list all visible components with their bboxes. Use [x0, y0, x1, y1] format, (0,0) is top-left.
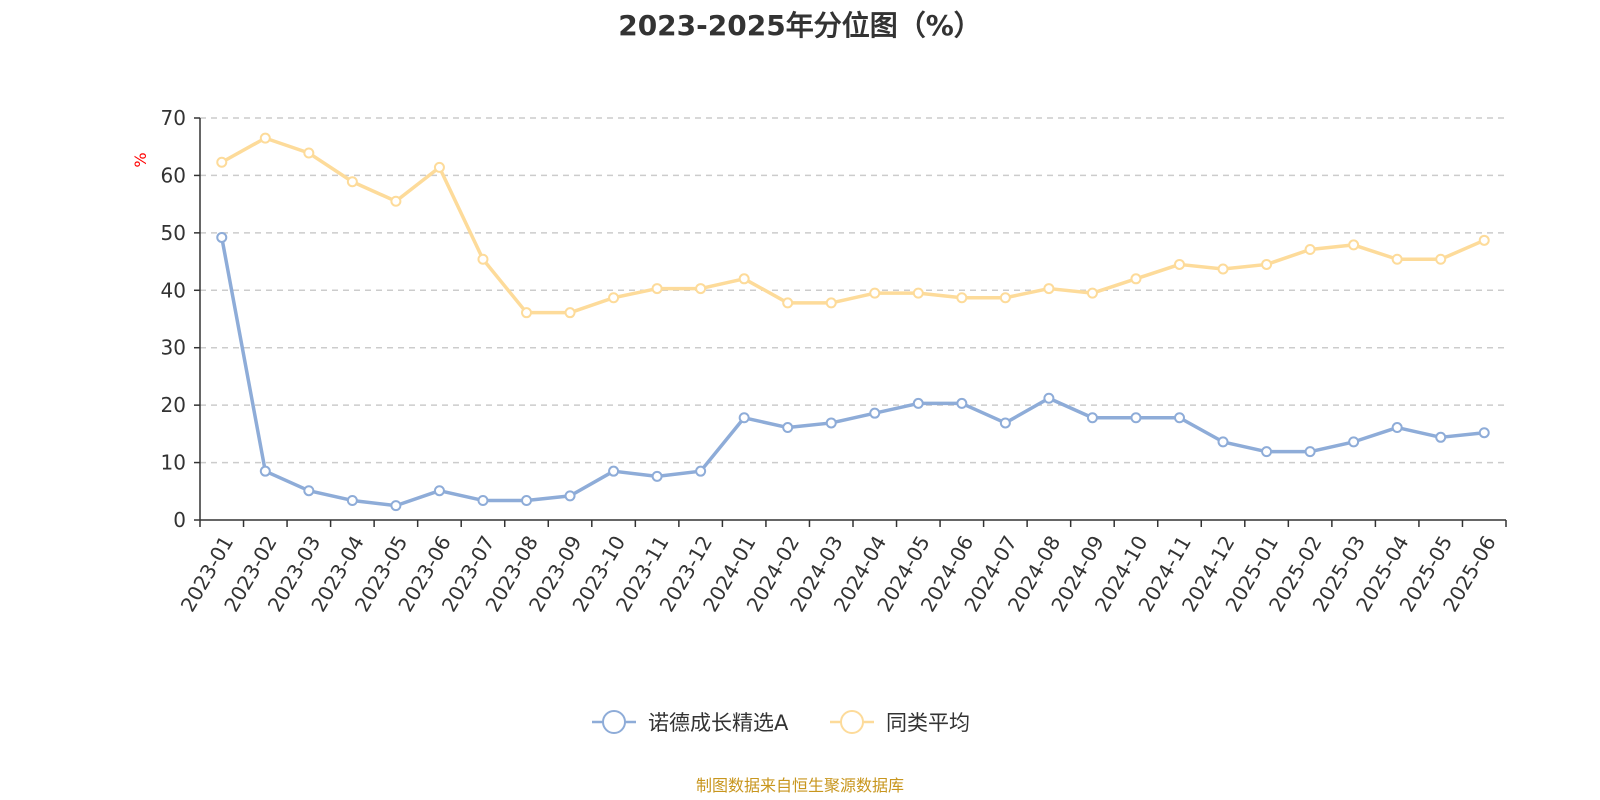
legend-label-2: 同类平均 — [886, 711, 970, 735]
y-tick-label-30: 30 — [161, 336, 186, 360]
data-point-s2-2025-02[interactable] — [1304, 244, 1316, 256]
data-point-s2-2023-05[interactable] — [390, 195, 402, 207]
chart-title: 2023-2025年分位图（%） — [618, 9, 982, 42]
y-tick-label-60: 60 — [161, 163, 186, 187]
data-point-s2-2023-08[interactable] — [521, 307, 532, 319]
data-point-s1-2023-04[interactable] — [346, 494, 358, 506]
series-line-1 — [220, 235, 1486, 508]
series-line-2 — [220, 136, 1486, 315]
data-point-s2-2023-01[interactable] — [216, 156, 228, 168]
data-point-s1-2025-01[interactable] — [1261, 446, 1273, 458]
data-point-s2-2023-04[interactable] — [346, 176, 358, 188]
y-axis-unit-label: % — [131, 152, 150, 167]
data-point-s1-2023-03[interactable] — [303, 485, 315, 497]
data-point-s2-2024-01[interactable] — [738, 273, 750, 285]
series-1 — [216, 231, 1490, 512]
data-point-s2-2025-05[interactable] — [1435, 253, 1447, 265]
data-point-s1-2023-07[interactable] — [477, 494, 489, 506]
data-point-s2-2024-10[interactable] — [1130, 273, 1142, 285]
data-point-s1-2023-08[interactable] — [521, 494, 532, 506]
y-tick-label-20: 20 — [161, 393, 186, 417]
data-point-s2-2024-08[interactable] — [1043, 283, 1055, 295]
data-point-s1-2025-06[interactable] — [1478, 427, 1490, 439]
data-point-s1-2024-04[interactable] — [869, 407, 881, 419]
data-point-s2-2025-03[interactable] — [1348, 239, 1360, 251]
data-point-s1-2023-12[interactable] — [695, 465, 707, 477]
data-point-s2-2024-07[interactable] — [999, 292, 1011, 304]
data-point-s2-2024-04[interactable] — [869, 287, 881, 299]
data-point-s2-2023-11[interactable] — [651, 283, 663, 295]
data-point-s1-2023-02[interactable] — [259, 465, 271, 477]
data-point-s2-2024-09[interactable] — [1086, 287, 1098, 299]
data-point-s1-2023-10[interactable] — [608, 465, 620, 477]
data-point-s1-2024-02[interactable] — [782, 422, 794, 434]
data-source-note: 制图数据来自恒生聚源数据库 — [696, 776, 904, 795]
data-point-s1-2024-08[interactable] — [1043, 392, 1055, 404]
data-point-s1-2023-11[interactable] — [651, 470, 663, 482]
data-point-s1-2024-06[interactable] — [956, 397, 968, 409]
data-point-s2-2024-11[interactable] — [1174, 258, 1185, 270]
series-lines — [216, 132, 1490, 512]
y-tick-label-0: 0 — [173, 508, 186, 532]
legend-item-series-2[interactable]: 同类平均 — [830, 710, 970, 735]
data-point-s1-2024-07[interactable] — [999, 417, 1011, 429]
data-point-s1-2023-09[interactable] — [564, 490, 576, 502]
data-point-s1-2025-05[interactable] — [1435, 431, 1447, 443]
data-point-s2-2024-12[interactable] — [1217, 263, 1229, 275]
data-point-s1-2024-09[interactable] — [1086, 412, 1098, 424]
data-point-s1-2023-06[interactable] — [433, 485, 445, 497]
data-point-s1-2025-04[interactable] — [1391, 422, 1403, 434]
grid-lines — [200, 117, 1506, 464]
data-point-s1-2025-02[interactable] — [1304, 446, 1316, 458]
data-point-s1-2023-01[interactable] — [216, 231, 228, 243]
data-point-s2-2023-03[interactable] — [303, 147, 315, 159]
data-point-s1-2024-03[interactable] — [825, 417, 837, 429]
data-point-s1-2024-05[interactable] — [912, 397, 924, 409]
data-point-s2-2023-07[interactable] — [477, 253, 489, 265]
legend-swatch-circle-1 — [602, 710, 626, 734]
data-point-s1-2024-11[interactable] — [1174, 412, 1185, 424]
data-point-s1-2024-01[interactable] — [738, 412, 750, 424]
data-point-s1-2023-05[interactable] — [390, 500, 402, 512]
data-point-s2-2025-06[interactable] — [1478, 234, 1490, 246]
axes: 0102030405060702023-012023-022023-032023… — [161, 106, 1507, 616]
data-point-s1-2025-03[interactable] — [1348, 436, 1360, 448]
data-point-s2-2025-04[interactable] — [1391, 253, 1403, 265]
data-point-s2-2023-06[interactable] — [433, 161, 445, 173]
legend[interactable]: 诺德成长精选A 同类平均 — [592, 710, 970, 735]
data-point-s2-2024-02[interactable] — [782, 297, 794, 309]
data-point-s2-2024-05[interactable] — [912, 287, 924, 299]
data-point-s2-2023-09[interactable] — [564, 307, 576, 319]
y-tick-label-70: 70 — [161, 106, 186, 130]
data-point-s2-2023-12[interactable] — [695, 283, 707, 295]
data-point-s1-2024-10[interactable] — [1130, 412, 1142, 424]
series-2 — [216, 132, 1490, 319]
legend-swatch-circle-2 — [840, 710, 864, 734]
legend-item-series-1[interactable]: 诺德成长精选A — [592, 710, 789, 735]
data-point-s2-2024-06[interactable] — [956, 292, 968, 304]
y-tick-label-40: 40 — [161, 278, 186, 302]
data-point-s1-2024-12[interactable] — [1217, 436, 1229, 448]
data-point-s2-2023-02[interactable] — [259, 132, 271, 144]
y-tick-label-10: 10 — [161, 451, 186, 475]
data-point-s2-2023-10[interactable] — [608, 292, 620, 304]
data-point-s2-2024-03[interactable] — [825, 297, 837, 309]
legend-label-1: 诺德成长精选A — [648, 711, 789, 735]
y-tick-label-50: 50 — [161, 221, 186, 245]
data-point-s2-2025-01[interactable] — [1261, 258, 1273, 270]
